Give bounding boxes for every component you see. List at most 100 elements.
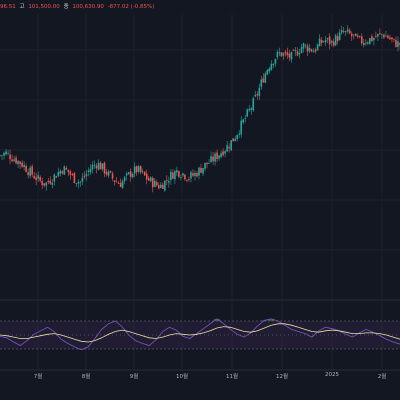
ohlc-legend: 96.51 고 101,500.00 종 100,630.90 -877.02 … (0, 1, 156, 13)
candle-body (304, 44, 307, 46)
candle-body (139, 166, 142, 173)
chart-grid (0, 14, 400, 370)
candle-body (87, 170, 90, 172)
candle-body (248, 109, 251, 111)
candle-body (346, 29, 349, 32)
candle-body (270, 63, 273, 70)
candle-body (1, 155, 3, 157)
candle-body (93, 165, 96, 166)
candle-body (192, 173, 194, 176)
candle-body (47, 180, 50, 182)
candle-body (214, 153, 216, 162)
candle-body (262, 78, 265, 83)
candle-body (111, 173, 114, 179)
candle-body (202, 168, 204, 174)
candle-body (250, 108, 253, 110)
candle-body (55, 176, 58, 178)
candle-body (174, 171, 176, 180)
candle-body (222, 151, 224, 156)
candle-body (210, 156, 212, 162)
candle-body (342, 31, 345, 33)
candle-body (186, 179, 188, 181)
candle-body (288, 53, 291, 58)
candle-body (91, 164, 94, 170)
candle-body (79, 181, 82, 183)
candle-body (188, 178, 190, 180)
legend-low-value: 100,630.90 (72, 4, 104, 10)
candle-body (109, 171, 112, 173)
candle-body (373, 38, 375, 41)
candle-body (375, 36, 377, 38)
candle-body (292, 50, 295, 51)
rsi-pane[interactable] (0, 318, 400, 351)
candle-body (244, 117, 247, 119)
x-tick-label: 8월 (81, 374, 91, 380)
candle-body (157, 185, 160, 189)
candle-body (356, 35, 359, 38)
candle-body (160, 184, 162, 188)
candle-body (350, 33, 353, 37)
candle-body (33, 175, 35, 179)
candle-body (168, 181, 170, 183)
candle-body (220, 153, 222, 157)
candle-body (314, 49, 317, 52)
candle-body (294, 50, 297, 52)
candle-body (75, 183, 78, 185)
candle-body (95, 165, 98, 169)
candle-body (184, 174, 186, 180)
candle-body (170, 171, 172, 181)
candle-body (256, 94, 259, 96)
candle-body (286, 52, 289, 56)
x-tick-label: 12월 (275, 374, 289, 380)
x-tick-label: 2025 (325, 372, 339, 378)
candle-body (208, 163, 210, 164)
candle-body (276, 51, 279, 58)
candle-body (387, 35, 389, 39)
candle-body (260, 79, 263, 87)
candle-body (264, 73, 267, 83)
time-axis[interactable]: 7월 8월 9월 10월 11월 12월 2025 2월 (0, 370, 400, 384)
candle-body (206, 162, 208, 165)
candle-body (242, 119, 245, 123)
candle-body (389, 37, 391, 40)
candle-body (280, 52, 283, 57)
candle-body (190, 172, 192, 179)
candle-body (53, 174, 56, 182)
candle-body (0, 155, 1, 157)
candle-body (310, 49, 313, 52)
candle-body (11, 159, 13, 162)
candle-body (322, 41, 325, 43)
price-candles[interactable] (0, 25, 400, 193)
candle-body (155, 182, 158, 186)
rsi-ma-line (0, 323, 400, 343)
legend-low-label: 종 (63, 4, 69, 10)
candle-body (226, 145, 228, 152)
candle-body (272, 63, 275, 66)
candle-body (129, 171, 132, 177)
candle-body (141, 171, 144, 173)
candle-body (232, 138, 234, 142)
candle-body (99, 162, 102, 170)
candle-body (15, 157, 17, 164)
candle-body (13, 159, 15, 161)
candle-body (123, 177, 126, 182)
candle-body (194, 172, 196, 176)
candle-body (43, 183, 46, 186)
candle-body (41, 181, 44, 186)
candle-body (151, 177, 154, 188)
rsi-line (0, 318, 400, 351)
candle-body (284, 51, 287, 54)
candle-body (117, 182, 120, 184)
candle-body (27, 172, 29, 176)
legend-open-value: 96.51 (0, 4, 16, 10)
candle-body (115, 181, 118, 183)
candle-body (336, 36, 339, 41)
candle-body (367, 42, 369, 44)
candle-body (397, 41, 399, 47)
candle-body (59, 170, 62, 174)
candle-body (381, 34, 383, 35)
candle-body (101, 163, 104, 170)
x-tick-label: 10월 (175, 374, 189, 380)
candle-body (29, 167, 31, 176)
